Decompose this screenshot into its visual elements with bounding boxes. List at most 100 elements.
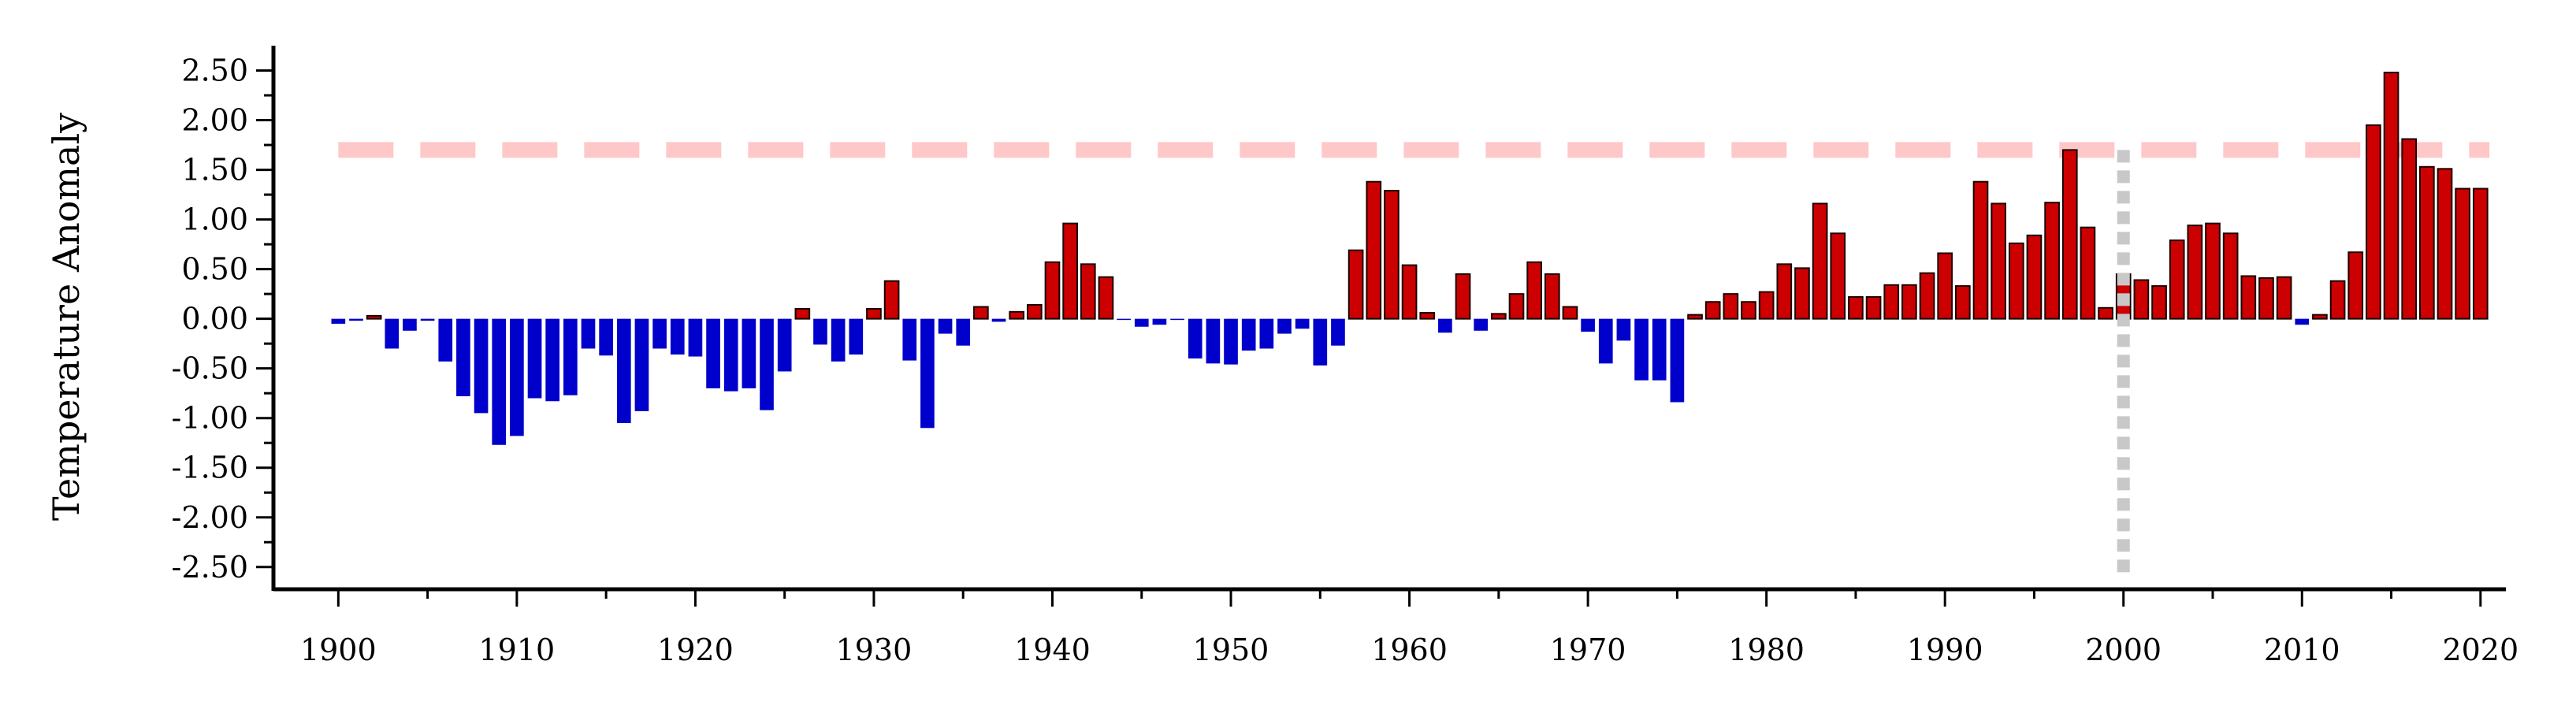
- x-tick-label: 1920: [657, 633, 734, 667]
- bar-1973: [1634, 318, 1649, 380]
- bar-2007: [2240, 275, 2257, 320]
- bar-1970: [1581, 318, 1595, 332]
- bar-1976: [1687, 314, 1703, 320]
- bar-2009: [2276, 276, 2292, 320]
- bar-1978: [1723, 293, 1739, 320]
- bar-1995: [2026, 234, 2043, 320]
- y-tick-label: 0.50: [181, 252, 248, 287]
- bar-1965: [1491, 313, 1507, 320]
- bar-1908: [474, 318, 489, 414]
- y-axis-title: Temperature Anomaly: [45, 113, 87, 521]
- bar-1980: [1758, 291, 1775, 320]
- bar-1911: [527, 318, 542, 399]
- bar-1938: [1009, 310, 1025, 320]
- y-tick-label: -0.50: [172, 351, 248, 386]
- x-tick-label: 2010: [2264, 633, 2340, 667]
- bar-1955: [1313, 318, 1328, 366]
- x-tick-label: 1970: [1550, 633, 1626, 667]
- y-tick-label: 2.00: [181, 103, 248, 138]
- bar-1992: [1972, 180, 1989, 320]
- bar-2004: [2187, 225, 2203, 320]
- bar-1961: [1419, 312, 1436, 320]
- bar-1922: [723, 318, 738, 392]
- bar-2010: [2295, 318, 2310, 325]
- bar-1960: [1401, 264, 1418, 320]
- bar-1988: [1901, 284, 1917, 320]
- bar-1921: [706, 318, 720, 388]
- bar-1935: [956, 318, 971, 346]
- bar-2001: [2133, 279, 2150, 320]
- bar-1936: [973, 306, 989, 320]
- bar-2012: [2329, 280, 2346, 320]
- bar-1928: [831, 318, 846, 362]
- bar-1997: [2061, 149, 2078, 320]
- bar-1906: [438, 318, 453, 362]
- y-tick-label: 2.50: [181, 54, 248, 88]
- bar-1926: [794, 308, 811, 320]
- bar-2019: [2455, 187, 2470, 320]
- bar-1986: [1865, 295, 1882, 320]
- bar-1984: [1830, 232, 1846, 320]
- bar-1943: [1098, 276, 1114, 320]
- bar-1968: [1544, 273, 1560, 320]
- bar-1923: [742, 318, 756, 388]
- bar-1951: [1241, 318, 1256, 351]
- bar-1920: [688, 318, 703, 357]
- bar-2017: [2419, 165, 2435, 320]
- bar-1931: [883, 280, 900, 320]
- bar-1989: [1919, 272, 1935, 320]
- y-tick-label: 1.50: [181, 153, 248, 187]
- bar-1946: [1152, 318, 1167, 325]
- bar-1979: [1741, 301, 1756, 320]
- bar-1948: [1188, 318, 1203, 359]
- bar-1918: [652, 318, 667, 349]
- bar-1963: [1455, 273, 1471, 320]
- y-tick-label: -2.50: [172, 550, 248, 585]
- x-tick-label: 1990: [1907, 633, 1983, 667]
- bar-1987: [1883, 284, 1900, 320]
- bar-1966: [1508, 293, 1525, 320]
- bar-1924: [760, 318, 774, 410]
- bar-1907: [456, 318, 470, 396]
- bar-2006: [2222, 232, 2239, 320]
- x-tick-label: 1950: [1193, 633, 1269, 667]
- bar-1930: [866, 308, 882, 320]
- bar-1900: [331, 318, 346, 324]
- bar-1981: [1776, 263, 1793, 320]
- bar-1929: [849, 318, 864, 355]
- bar-1972: [1616, 318, 1631, 341]
- bar-1956: [1331, 318, 1345, 346]
- y-tick-label: 0.00: [181, 302, 248, 336]
- bar-1959: [1384, 190, 1400, 320]
- bar-2014: [2366, 124, 2381, 320]
- y-tick-label: -1.00: [172, 401, 248, 436]
- bar-1902: [366, 314, 382, 320]
- bar-2003: [2169, 239, 2185, 320]
- bar-1975: [1670, 318, 1685, 403]
- x-tick-label: 1980: [1728, 633, 1805, 667]
- axes-layer: 2.50 2.00 1.50 1.00 0.50 0.00 -0.50 -1.00 -1.50 -…: [172, 46, 2518, 667]
- bar-1925: [777, 318, 792, 372]
- y-tick-label: -1.50: [172, 451, 248, 485]
- bar-1910: [510, 318, 524, 436]
- bar-1939: [1027, 304, 1043, 320]
- x-tick-label: 1900: [300, 633, 377, 667]
- bar-1940: [1044, 261, 1061, 320]
- bar-1901: [349, 318, 363, 321]
- bar-1916: [616, 318, 631, 424]
- bar-2011: [2312, 314, 2328, 320]
- bar-1985: [1848, 295, 1864, 320]
- bar-1934: [938, 318, 953, 334]
- bar-1998: [2080, 226, 2096, 320]
- bar-1954: [1295, 318, 1310, 329]
- bar-1947: [1170, 318, 1184, 321]
- bar-1983: [1812, 202, 1828, 320]
- bar-1932: [902, 318, 917, 361]
- x-tick-label: 1960: [1371, 633, 1448, 667]
- bar-1915: [599, 318, 613, 356]
- bar-1991: [1955, 285, 1971, 320]
- bar-1941: [1062, 222, 1078, 320]
- bar-1993: [1991, 202, 2006, 320]
- bar-2016: [2401, 138, 2418, 320]
- bar-1945: [1134, 318, 1149, 327]
